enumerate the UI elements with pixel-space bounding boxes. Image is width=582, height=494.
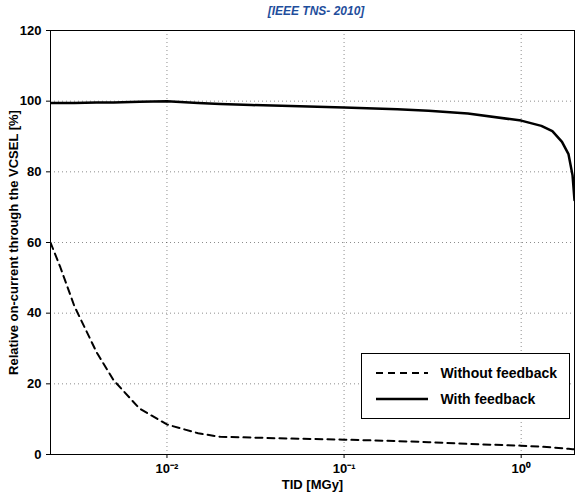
svg-text:40: 40	[27, 305, 41, 320]
svg-text:10⁻¹: 10⁻¹	[333, 461, 356, 476]
svg-text:120: 120	[20, 23, 42, 38]
svg-text:10⁻²: 10⁻²	[156, 461, 179, 476]
svg-text:Relative on-current through th: Relative on-current through the VCSEL [%…	[6, 110, 21, 375]
svg-text:0: 0	[34, 447, 41, 462]
svg-text:80: 80	[27, 164, 41, 179]
html-text:[IEEE TNS- 2010]: [IEEE TNS- 2010]	[267, 4, 365, 18]
svg-text:TID [MGy]: TID [MGy]	[282, 477, 343, 492]
svg-text:20: 20	[27, 376, 41, 391]
svg-text:60: 60	[27, 235, 41, 250]
svg-text:10⁰: 10⁰	[511, 461, 530, 476]
html-text:Without feedback: Without feedback	[440, 365, 557, 381]
svg-text:100: 100	[20, 93, 42, 108]
html-text:With feedback: With feedback	[440, 391, 536, 407]
